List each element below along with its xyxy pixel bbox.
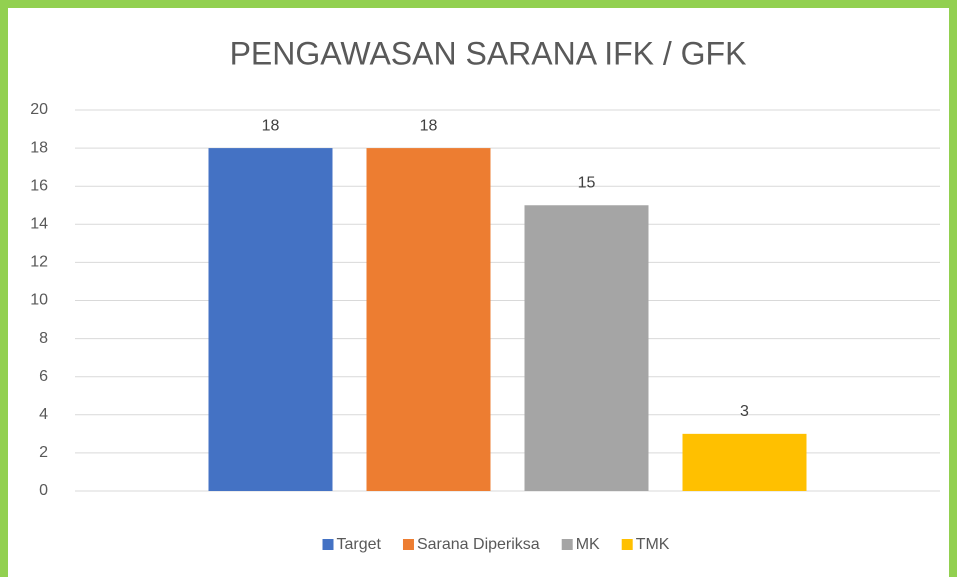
data-label: 18 — [262, 117, 280, 134]
y-tick-label: 2 — [39, 444, 48, 461]
y-tick-label: 18 — [30, 139, 48, 156]
bar — [682, 433, 807, 491]
legend-label: MK — [576, 536, 600, 553]
y-tick-label: 0 — [39, 482, 48, 499]
y-tick-label: 8 — [39, 330, 48, 347]
y-tick-label: 12 — [30, 254, 48, 271]
legend-label: Target — [337, 536, 382, 553]
legend-swatch — [621, 539, 633, 550]
legend-label: Sarana Diperiksa — [417, 536, 540, 553]
legend-swatch — [561, 539, 573, 550]
y-tick-label: 4 — [39, 406, 48, 423]
data-label: 18 — [420, 117, 438, 134]
data-label: 15 — [578, 174, 596, 191]
bar — [208, 148, 333, 491]
y-tick-label: 14 — [30, 216, 48, 233]
legend-swatch — [322, 539, 334, 550]
legend-swatch — [402, 539, 414, 550]
legend-label: TMK — [636, 536, 670, 553]
bar — [366, 148, 491, 491]
bar — [524, 205, 649, 491]
y-tick-label: 6 — [39, 368, 48, 385]
chart-title: PENGAWASAN SARANA IFK / GFK — [230, 35, 747, 71]
y-tick-label: 16 — [30, 177, 48, 194]
y-tick-label: 20 — [30, 101, 48, 118]
y-tick-label: 10 — [30, 292, 48, 309]
data-label: 3 — [740, 403, 749, 420]
